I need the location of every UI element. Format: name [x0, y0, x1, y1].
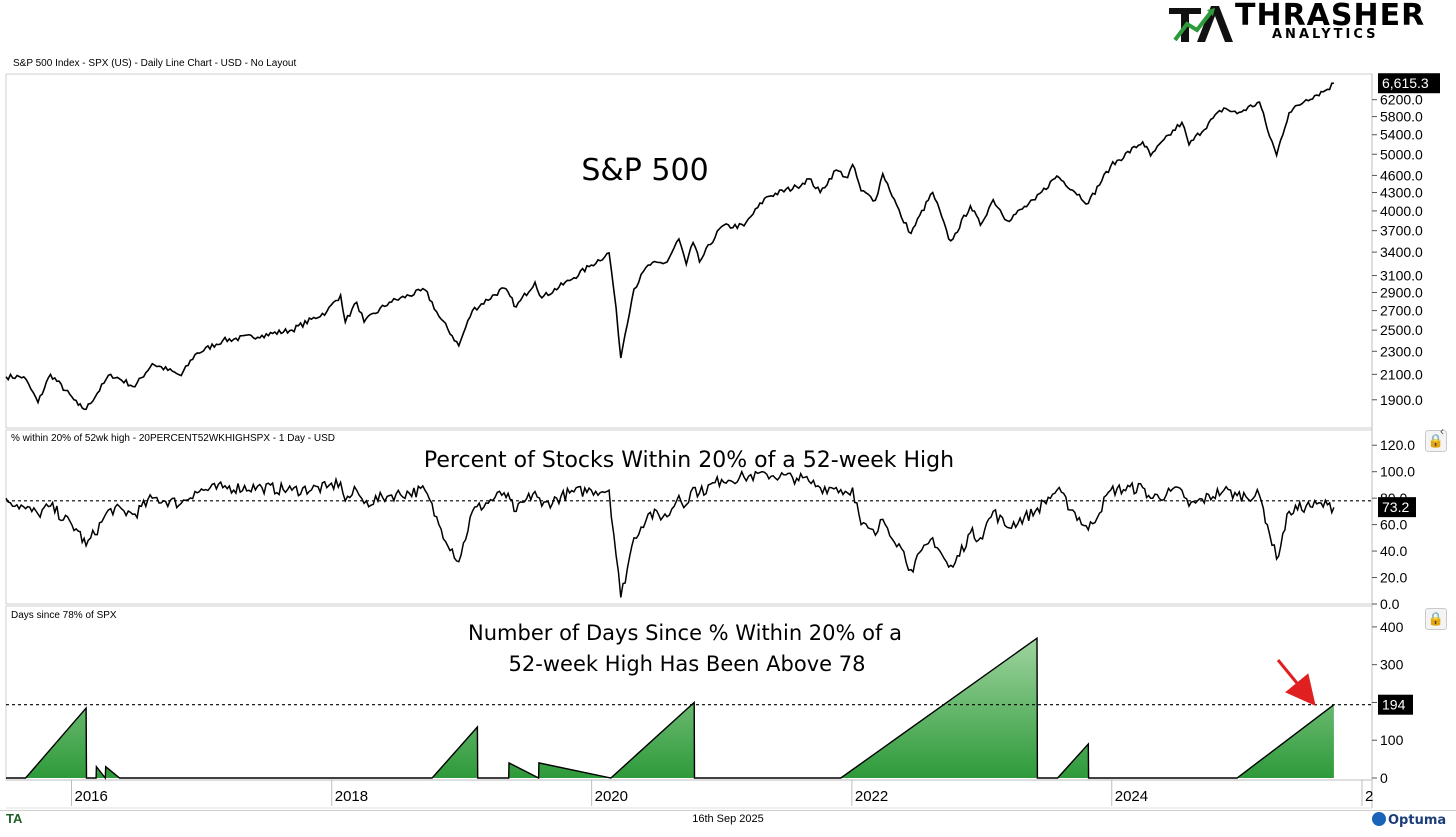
- spx-axis-label: 3700.0: [1380, 223, 1423, 239]
- footer-ta-logo: TA: [6, 811, 23, 826]
- time-axis-label: 2022: [855, 788, 888, 805]
- spx-line: [5, 82, 1334, 411]
- spx-axis-label: 1900.0: [1380, 392, 1423, 408]
- days-area: [6, 638, 1334, 778]
- days-last-value: 194: [1382, 697, 1406, 713]
- days-axis-label: 100: [1380, 732, 1404, 748]
- pct-last-value-badge: [1378, 497, 1416, 518]
- days-title-line2: 52-week High Has Been Above 78: [509, 652, 866, 676]
- pct-axis-label: 120.0: [1380, 437, 1415, 453]
- pct-axis-label: 60.0: [1380, 517, 1407, 533]
- collapse-chevron-icon[interactable]: ‹: [1440, 424, 1444, 438]
- spx-axis-label: 4300.0: [1380, 185, 1423, 201]
- lock-icon[interactable]: 🔒: [1425, 430, 1447, 452]
- pct-axis-label: 100.0: [1380, 464, 1415, 480]
- brand-name: THRASHER: [1235, 0, 1426, 33]
- days-last-value-badge: [1378, 694, 1413, 715]
- brand-subtitle: ANALYTICS: [1272, 27, 1379, 42]
- spx-axis-label: 5800.0: [1380, 109, 1423, 125]
- spx-axis-label: 2700.0: [1380, 303, 1423, 319]
- days-axis-label: 300: [1380, 657, 1404, 673]
- footer-bar: [0, 810, 1456, 837]
- spx-title: S&P 500: [581, 153, 708, 188]
- panel-frame-spx: [5, 73, 1373, 429]
- thrasher-analytics-logo: THRASHER ANALYTICS: [1165, 0, 1424, 46]
- pct-title: Percent of Stocks Within 20% of a 52-wee…: [424, 448, 954, 473]
- annotation-arrow: [1276, 659, 1316, 706]
- time-axis-label: 2020: [595, 788, 628, 805]
- spx-axis-label: 3400.0: [1380, 244, 1423, 260]
- time-axis-label: 2024: [1115, 788, 1148, 805]
- spx-axis-label: 5400.0: [1380, 127, 1423, 143]
- spx-axis-label: 2300.0: [1380, 343, 1423, 359]
- ta-logo-icon: [1169, 6, 1233, 42]
- pct-axis-label: 0.0: [1380, 596, 1400, 612]
- spx-axis-label: 2100.0: [1380, 366, 1423, 382]
- pct-axis-label: 40.0: [1380, 543, 1407, 559]
- time-axis-label: 2016: [75, 788, 108, 805]
- days-title-line1: Number of Days Since % Within 20% of a: [468, 621, 902, 645]
- panel-header-spx: S&P 500 Index - SPX (US) - Daily Line Ch…: [13, 58, 297, 69]
- spx-axis-label: 4000.0: [1380, 203, 1423, 219]
- days-axis-label: 0: [1380, 770, 1388, 786]
- lock-icon[interactable]: 🔒: [1425, 608, 1447, 630]
- days-line: [6, 636, 1335, 780]
- footer-date: 16th Sep 2025: [692, 813, 764, 825]
- days-axis-label: 400: [1380, 619, 1404, 635]
- spx-axis-label: 4600.0: [1380, 167, 1423, 183]
- spx-last-value-badge: [1378, 73, 1440, 94]
- optuma-logo: Optuma: [1372, 812, 1446, 828]
- spx-axis-label: 3100.0: [1380, 268, 1423, 284]
- panel-header-pct: % within 20% of 52wk high - 20PERCENT52W…: [11, 433, 335, 444]
- time-axis-label: 2: [1365, 788, 1373, 805]
- spx-axis-label: 5000.0: [1380, 146, 1423, 162]
- spx-axis-label: 2500.0: [1380, 322, 1423, 338]
- optuma-label: Optuma: [1388, 813, 1447, 828]
- chart-area: S&P 500 Percent of Stocks Within 20% of …: [5, 73, 1440, 809]
- time-axis-label: 2018: [335, 788, 368, 805]
- spx-axis-label: 6200.0: [1380, 92, 1423, 108]
- spx-axis-label: 2900.0: [1380, 284, 1423, 300]
- spx-last-value: 6,615.3: [1382, 75, 1429, 91]
- panel-header-days: Days since 78% of SPX: [11, 610, 117, 621]
- pct-line: [5, 469, 1335, 598]
- pct-last-value: 73.2: [1382, 499, 1409, 515]
- optuma-icon: [1372, 812, 1386, 826]
- pct-axis-label: 20.0: [1380, 570, 1407, 586]
